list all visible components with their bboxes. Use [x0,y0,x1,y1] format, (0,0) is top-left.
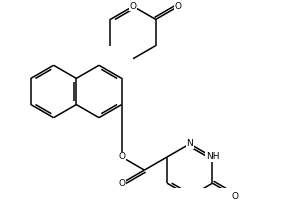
Text: O: O [118,152,125,161]
Text: O: O [232,192,239,200]
Text: O: O [118,179,125,188]
Text: O: O [130,2,136,11]
Text: NH: NH [206,152,219,161]
Text: N: N [186,139,193,148]
Text: O: O [175,2,182,11]
